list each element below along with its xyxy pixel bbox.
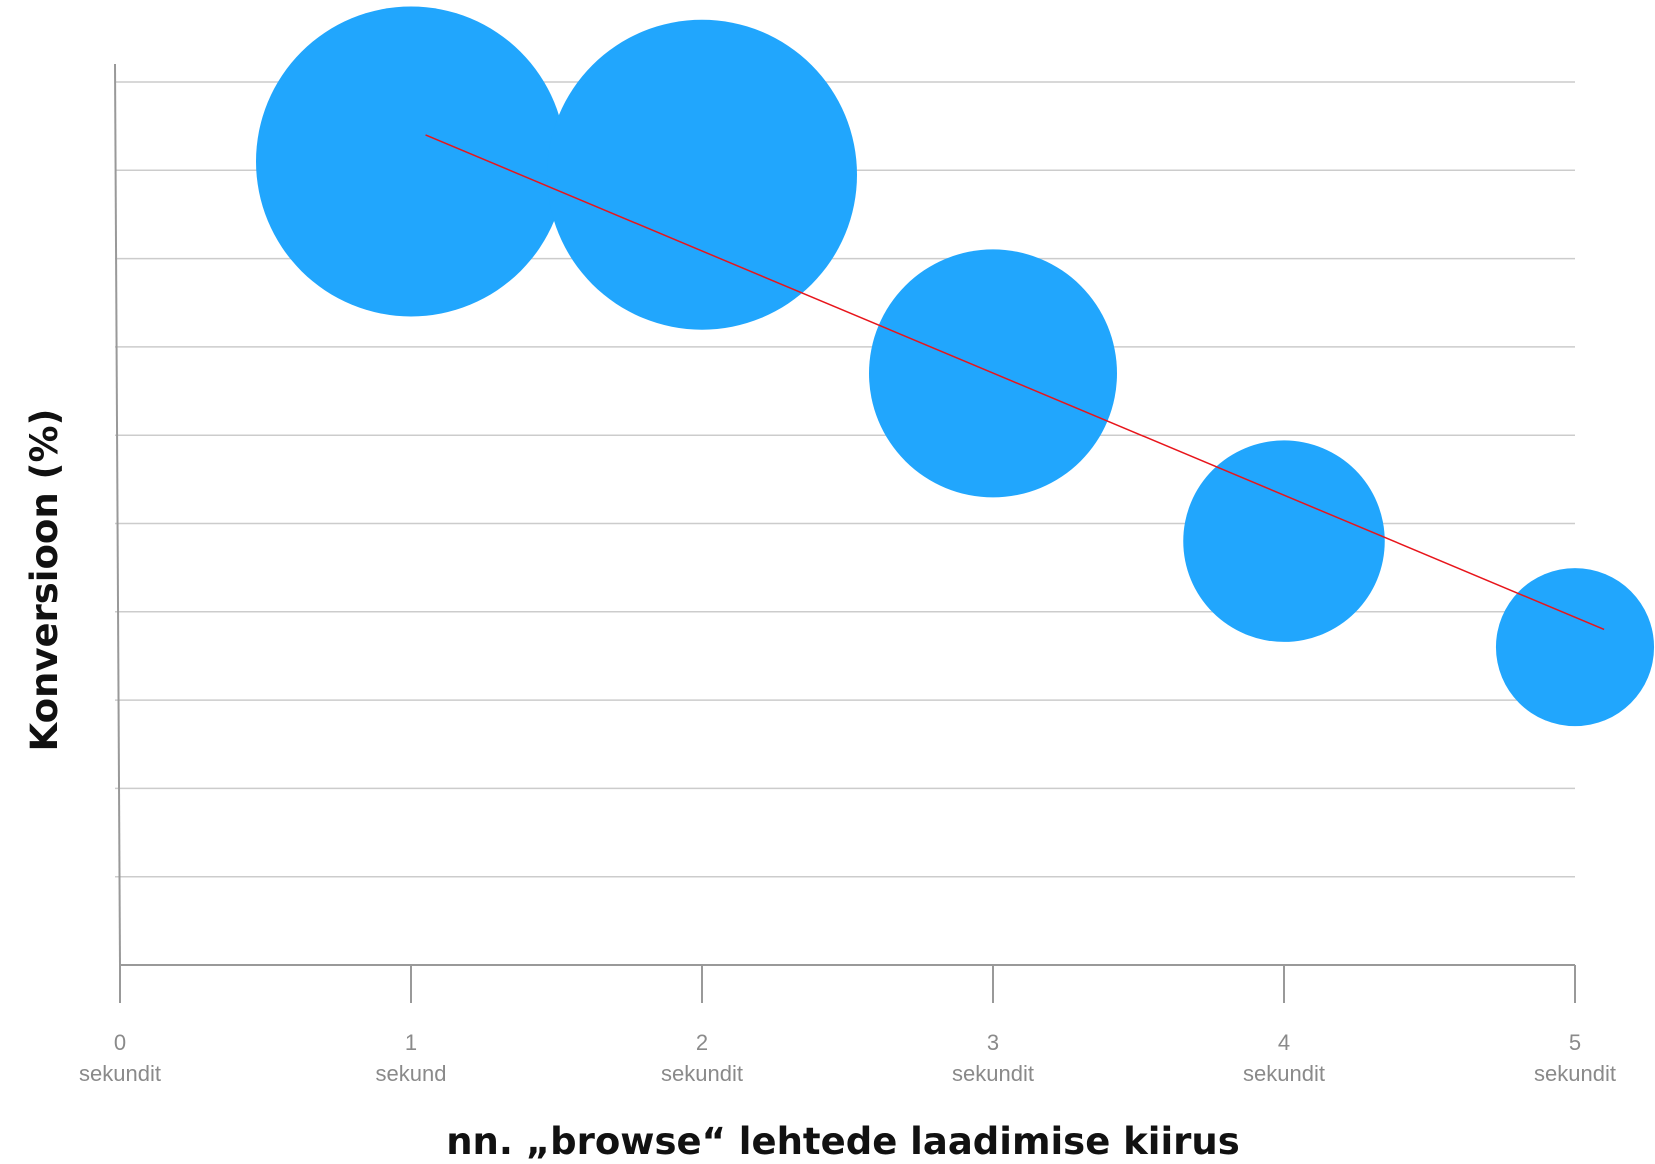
axes bbox=[114, 63, 1576, 1003]
y-axis-line bbox=[114, 63, 121, 966]
x-axis-title: nn. „browse“ lehtede laadimise kiirus bbox=[446, 1120, 1240, 1163]
x-tick-unit: sekund bbox=[376, 1061, 447, 1086]
bubble-series bbox=[256, 6, 1655, 727]
x-tick-labels: 0 sekundit 1 sekund 2 sekundit 3 sekundit 4 sekun… bbox=[79, 1030, 1616, 1086]
x-tick-unit: sekundit bbox=[1534, 1061, 1616, 1086]
bubble-point bbox=[547, 19, 857, 330]
x-tick-value: 3 bbox=[987, 1030, 999, 1055]
x-tick-unit: sekundit bbox=[952, 1061, 1034, 1086]
x-tick-unit: sekundit bbox=[79, 1061, 161, 1086]
trendline-group bbox=[425, 134, 1605, 631]
bubble-point bbox=[256, 6, 566, 317]
trendline bbox=[425, 134, 1605, 631]
x-tick-value: 0 bbox=[114, 1030, 126, 1055]
x-tick-value: 1 bbox=[405, 1030, 417, 1055]
bubble-point bbox=[1495, 568, 1655, 727]
x-tick-value: 5 bbox=[1569, 1030, 1581, 1055]
y-axis-title: Konversioon (%) bbox=[23, 409, 66, 752]
bubble-point bbox=[1183, 440, 1385, 642]
x-tick-unit: sekundit bbox=[1243, 1061, 1325, 1086]
x-tick-value: 2 bbox=[696, 1030, 708, 1055]
x-tick-unit: sekundit bbox=[661, 1061, 743, 1086]
x-tick-value: 4 bbox=[1278, 1030, 1290, 1055]
